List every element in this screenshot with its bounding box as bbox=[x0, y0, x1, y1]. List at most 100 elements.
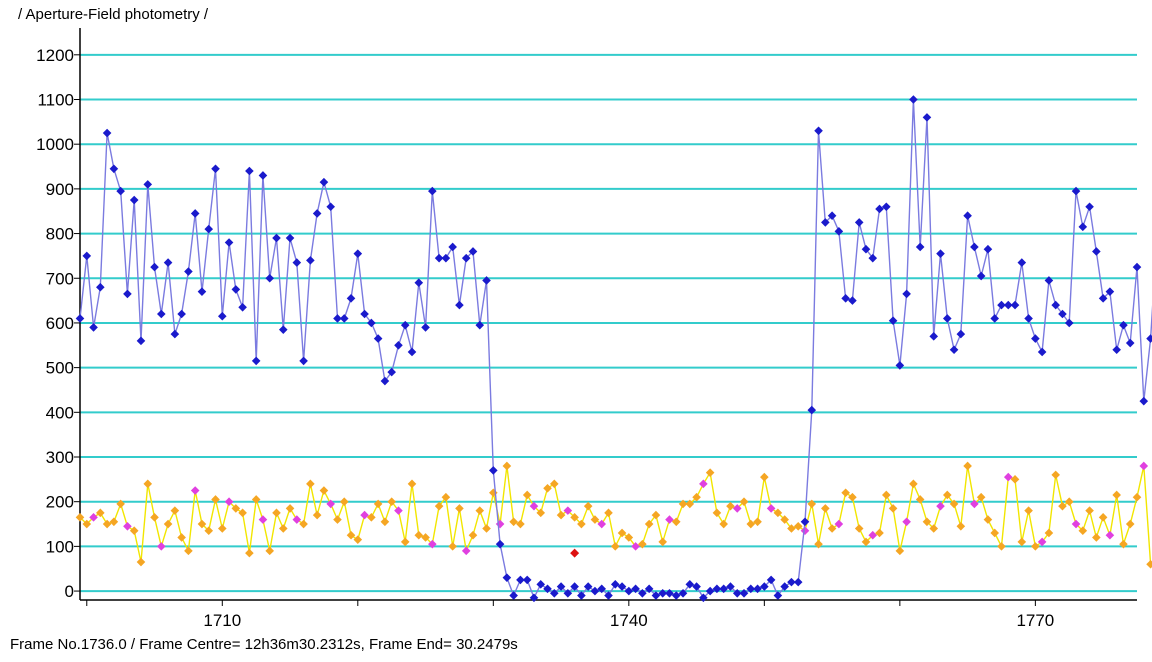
comparison-star-point bbox=[719, 519, 728, 529]
frame-status-text: Frame No.1736.0 / Frame Centre= 12h36m30… bbox=[10, 636, 518, 653]
target-star-point bbox=[367, 318, 376, 328]
target-star-point bbox=[583, 582, 593, 591]
target-star-point bbox=[556, 582, 566, 591]
target-star-point bbox=[854, 218, 864, 227]
target-star-point bbox=[990, 314, 1000, 323]
target-star-point bbox=[461, 253, 471, 263]
comparison-star-point bbox=[692, 492, 701, 502]
comparison-star-point bbox=[360, 510, 369, 520]
y-tick-label: 900 bbox=[46, 180, 74, 199]
comparison-star-point bbox=[617, 528, 627, 538]
comparison-star-series bbox=[75, 461, 1152, 569]
target-star-point bbox=[624, 586, 634, 596]
target-star-point bbox=[1105, 287, 1115, 296]
comparison-star-point bbox=[570, 513, 579, 522]
comparison-star-point bbox=[549, 479, 559, 489]
target-star-point bbox=[163, 258, 173, 267]
comparison-star-point bbox=[976, 492, 986, 502]
x-tick-label: 1710 bbox=[203, 611, 241, 630]
target-star-point bbox=[1058, 309, 1067, 319]
comparison-star-point bbox=[400, 537, 410, 547]
target-star-point bbox=[441, 253, 451, 263]
target-star-point bbox=[651, 591, 661, 600]
comparison-star-point bbox=[1085, 506, 1094, 515]
target-star-line bbox=[79, 99, 1152, 600]
target-star-point bbox=[909, 95, 918, 104]
target-star-point bbox=[597, 584, 607, 594]
target-star-point bbox=[1132, 262, 1142, 272]
comparison-star-point bbox=[1031, 542, 1040, 551]
comparison-star-point bbox=[963, 461, 972, 471]
target-star-point bbox=[1071, 186, 1081, 196]
comparison-star-point bbox=[109, 517, 119, 527]
target-star-point bbox=[380, 376, 390, 386]
comparison-star-point bbox=[190, 486, 200, 495]
comparison-star-point bbox=[543, 483, 552, 493]
comparison-star-point bbox=[685, 499, 695, 509]
target-star-point bbox=[699, 593, 708, 603]
target-star-point bbox=[96, 282, 105, 292]
comparison-star-point bbox=[278, 524, 288, 533]
target-star-point bbox=[1146, 334, 1152, 343]
target-star-point bbox=[563, 588, 573, 598]
target-star-point bbox=[1031, 334, 1040, 343]
y-tick-label: 0 bbox=[65, 582, 74, 601]
target-star-point bbox=[522, 575, 532, 585]
comparison-star-point bbox=[604, 508, 613, 518]
comparison-star-point bbox=[895, 546, 905, 556]
target-star-point bbox=[780, 582, 789, 591]
target-star-point bbox=[638, 588, 647, 598]
target-star-point bbox=[834, 227, 844, 236]
comparison-star-point bbox=[387, 497, 396, 506]
target-star-point bbox=[116, 186, 125, 196]
target-star-point bbox=[800, 517, 810, 527]
comparison-star-point bbox=[726, 501, 735, 511]
comparison-star-point bbox=[732, 504, 742, 513]
target-star-point bbox=[312, 209, 322, 218]
comparison-star-point bbox=[760, 472, 769, 482]
comparison-star-point bbox=[75, 513, 85, 522]
target-star-point bbox=[414, 278, 424, 288]
target-star-point bbox=[841, 294, 850, 303]
comparison-star-point bbox=[353, 535, 363, 544]
target-star-point bbox=[970, 242, 979, 252]
comparison-star-point bbox=[902, 517, 911, 527]
target-star-point bbox=[739, 588, 749, 598]
target-star-point bbox=[434, 253, 444, 263]
target-star-point bbox=[692, 582, 701, 591]
target-star-point bbox=[536, 580, 546, 589]
target-star-point bbox=[766, 575, 776, 585]
comparison-star-point bbox=[834, 519, 844, 529]
comparison-star-point bbox=[373, 499, 383, 509]
target-star-point bbox=[732, 588, 742, 598]
comparison-star-point bbox=[1058, 501, 1067, 511]
comparison-star-point bbox=[800, 526, 810, 536]
target-star-point bbox=[421, 323, 430, 332]
target-star-point bbox=[549, 588, 559, 598]
comparison-star-point bbox=[143, 479, 153, 489]
target-star-point bbox=[1064, 318, 1074, 328]
comparison-star-point bbox=[272, 508, 281, 518]
target-star-point bbox=[1017, 258, 1027, 267]
comparison-star-point bbox=[306, 479, 315, 489]
y-tick-label: 100 bbox=[46, 537, 74, 556]
comparison-star-point bbox=[482, 524, 491, 533]
y-tick-label: 1000 bbox=[36, 135, 74, 154]
comparison-star-point bbox=[1037, 537, 1047, 547]
comparison-star-point bbox=[1112, 490, 1121, 500]
comparison-star-point bbox=[217, 524, 227, 533]
comparison-star-point bbox=[1098, 513, 1108, 522]
comparison-star-point bbox=[150, 513, 159, 522]
comparison-star-point bbox=[245, 548, 254, 558]
comparison-star-point bbox=[990, 528, 1000, 538]
target-star-point bbox=[495, 539, 505, 549]
comparison-star-point bbox=[658, 537, 668, 547]
comparison-star-point bbox=[299, 519, 308, 529]
target-star-point bbox=[705, 586, 715, 596]
target-star-point bbox=[963, 211, 972, 220]
comparison-star-point bbox=[461, 546, 471, 556]
target-star-point bbox=[407, 347, 417, 357]
comparison-star-point bbox=[854, 524, 864, 533]
comparison-star-point bbox=[211, 495, 220, 504]
target-star-point bbox=[224, 238, 234, 247]
